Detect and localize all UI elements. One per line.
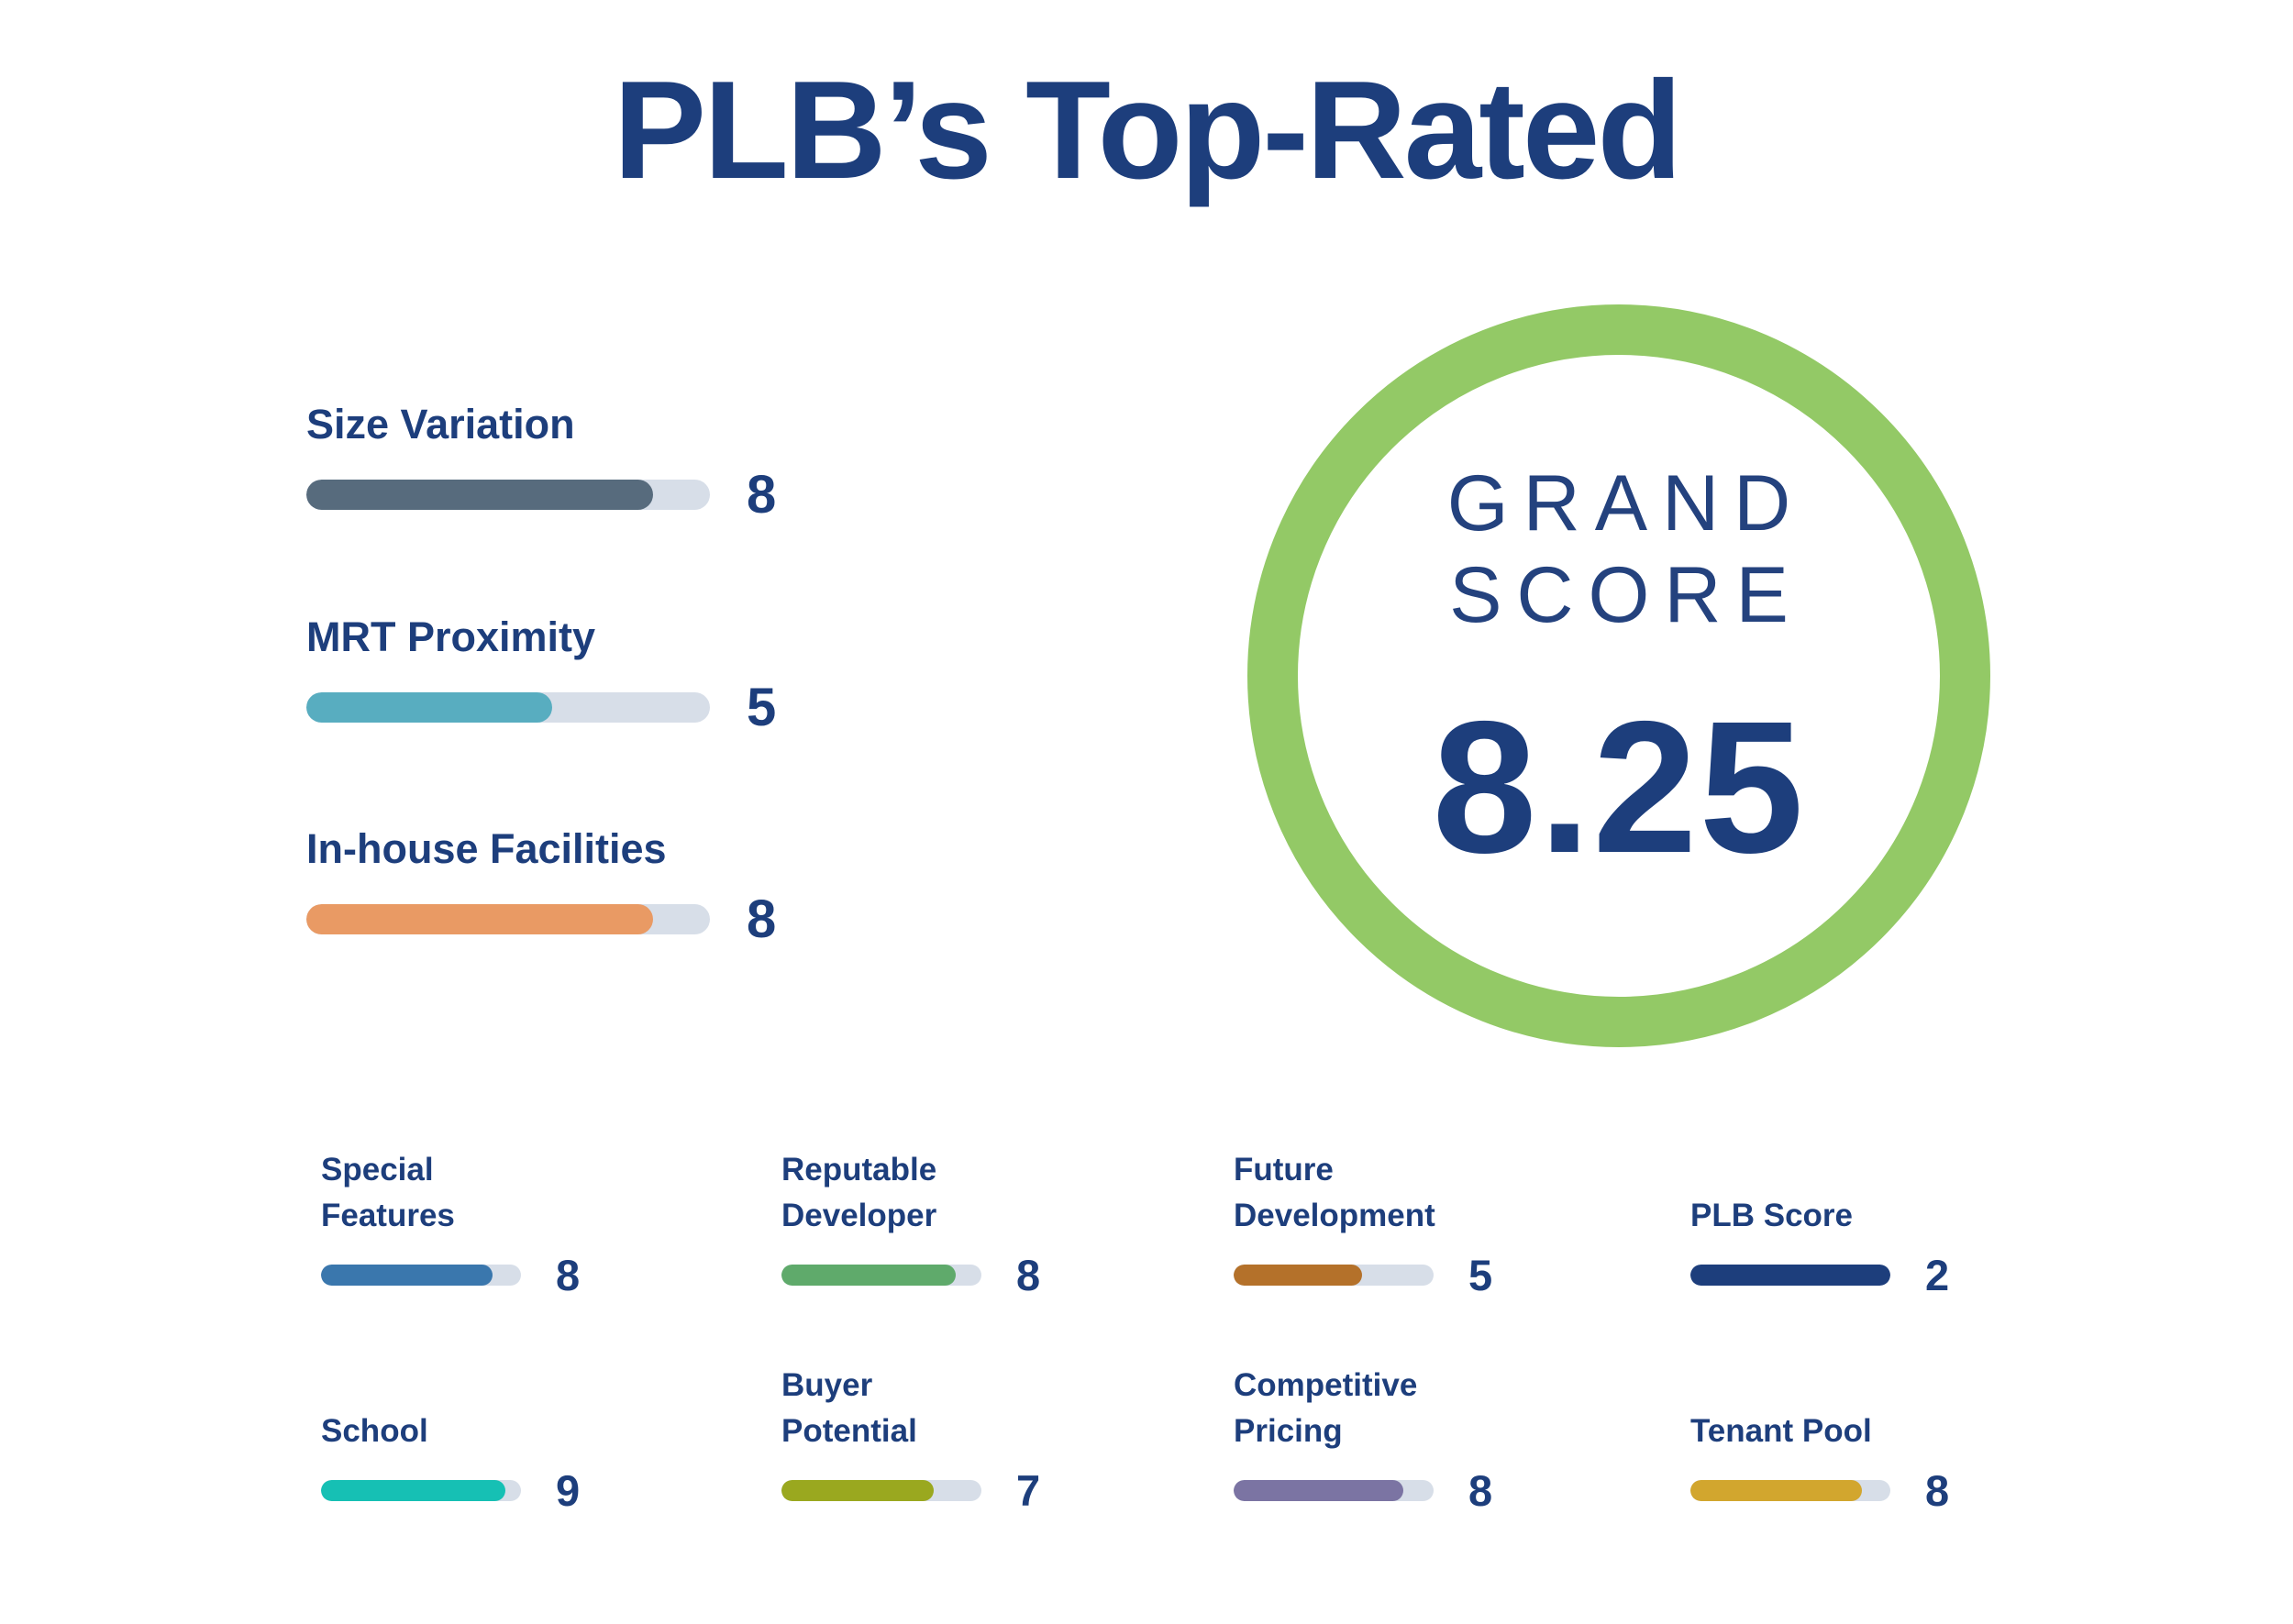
metric-bar-row: 5 xyxy=(306,677,893,738)
metric-school: School 9 xyxy=(321,1364,761,1516)
metric-value: 8 xyxy=(1468,1466,1493,1515)
metric-label: Size Variation xyxy=(306,401,575,447)
bar-track xyxy=(781,1265,981,1286)
metric-value: 5 xyxy=(747,678,777,737)
metric-label: School xyxy=(321,1413,428,1449)
metric-label: Buyer Potential xyxy=(781,1367,917,1449)
metric-bar-row: 5 xyxy=(1234,1250,1674,1300)
page-title: PLB’s Top-Rated xyxy=(613,52,1683,208)
metric-label: Reputable Developer xyxy=(781,1152,937,1233)
metric-bar-row: 2 xyxy=(1690,1250,2131,1300)
metric-label: In-house Facilities xyxy=(306,825,667,872)
metric-competitive-pricing: Competitive Pricing 8 xyxy=(1234,1364,1674,1516)
bar-fill xyxy=(1234,1265,1362,1286)
bar-track xyxy=(306,480,710,510)
metric-tenant-pool: Tenant Pool 8 xyxy=(1690,1364,2131,1516)
metric-value: 8 xyxy=(1016,1251,1041,1299)
metric-label: MRT Proximity xyxy=(306,613,596,660)
metric-value: 8 xyxy=(556,1251,581,1299)
metric-value: 2 xyxy=(1925,1251,1950,1299)
metric-size-variation: Size Variation 8 xyxy=(306,400,893,525)
metric-bar-row: 7 xyxy=(781,1465,1222,1516)
metric-value: 7 xyxy=(1016,1466,1041,1515)
metric-value: 8 xyxy=(747,465,777,525)
bar-track xyxy=(781,1480,981,1501)
bar-track xyxy=(306,692,710,723)
bar-fill xyxy=(781,1480,934,1501)
bar-track xyxy=(1234,1265,1434,1286)
metric-bar-row: 8 xyxy=(306,889,893,950)
bar-track xyxy=(321,1265,521,1286)
metric-bar-row: 8 xyxy=(1234,1465,1674,1516)
metric-value: 9 xyxy=(556,1466,581,1515)
bar-track xyxy=(1690,1265,1890,1286)
grand-score-circle: GRAND SCORE 8.25 xyxy=(1247,304,1990,1047)
bar-fill xyxy=(321,1265,493,1286)
bar-fill xyxy=(1234,1480,1404,1501)
metric-label: Competitive Pricing xyxy=(1234,1367,1418,1449)
metric-value: 8 xyxy=(1925,1466,1950,1515)
bar-fill xyxy=(781,1265,956,1286)
grand-score-label: GRAND SCORE xyxy=(1446,459,1806,639)
metric-bar-row: 8 xyxy=(1690,1465,2131,1516)
metric-reputable-developer: Reputable Developer 8 xyxy=(781,1149,1222,1300)
metric-special-features: Special Features 8 xyxy=(321,1149,761,1300)
bar-fill xyxy=(306,480,654,510)
metric-label: Future Development xyxy=(1234,1152,1435,1233)
metric-value: 8 xyxy=(747,889,777,949)
metric-label: Special Features xyxy=(321,1152,455,1233)
metric-bar-row: 8 xyxy=(781,1250,1222,1300)
metric-value: 5 xyxy=(1468,1251,1493,1299)
bar-track xyxy=(1690,1480,1890,1501)
metric-label: PLB Score xyxy=(1690,1198,1853,1233)
metric-in-house-facilities: In-house Facilities 8 xyxy=(306,824,893,950)
bar-fill xyxy=(1690,1480,1863,1501)
metric-buyer-potential: Buyer Potential 7 xyxy=(781,1364,1222,1516)
metric-future-development: Future Development 5 xyxy=(1234,1149,1674,1300)
metric-label: Tenant Pool xyxy=(1690,1413,1872,1449)
bar-fill xyxy=(1690,1265,1890,1286)
metric-mrt-proximity: MRT Proximity 5 xyxy=(306,613,893,738)
metric-bar-row: 8 xyxy=(321,1250,761,1300)
grand-score-value: 8.25 xyxy=(1432,682,1806,892)
bar-fill xyxy=(306,904,654,934)
bar-track xyxy=(1234,1480,1434,1501)
bar-track xyxy=(321,1480,521,1501)
metric-bar-row: 8 xyxy=(306,464,893,525)
bar-track xyxy=(306,904,710,934)
bar-fill xyxy=(306,692,553,723)
metric-bar-row: 9 xyxy=(321,1465,761,1516)
bar-fill xyxy=(321,1480,505,1501)
metric-plb-score: PLB Score 2 xyxy=(1690,1149,2131,1300)
